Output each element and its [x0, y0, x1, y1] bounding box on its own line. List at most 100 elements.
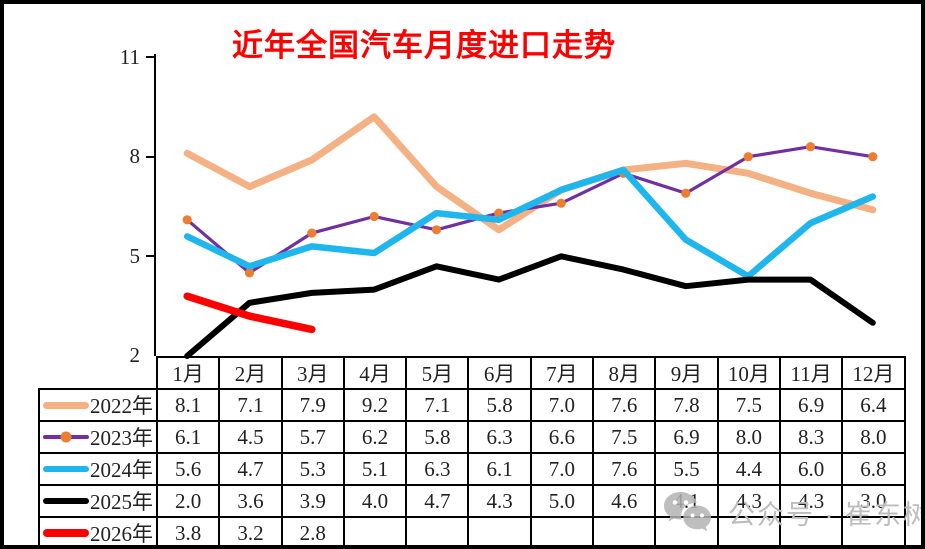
- series-marker-2023年: [681, 188, 691, 198]
- value-cell: 7.8: [654, 388, 719, 422]
- value-cell: 5.1: [342, 452, 408, 486]
- value-cell: 8.1: [155, 388, 221, 422]
- value-cell: 4.0: [342, 484, 408, 518]
- value-cell: 6.9: [654, 420, 719, 454]
- legend-cell: 2025年: [38, 484, 158, 518]
- value-cell: [592, 516, 657, 545]
- value-cell: 6.1: [155, 420, 221, 454]
- series-line-2026年: [183, 292, 316, 334]
- legend-swatch: [43, 465, 89, 473]
- value-cell: 4.5: [218, 420, 283, 454]
- value-cell: 7.0: [529, 388, 595, 422]
- value-cell: 5.0: [529, 484, 595, 518]
- value-cell: [778, 516, 844, 545]
- value-cell: 8.0: [841, 420, 906, 454]
- value-cell: 7.0: [529, 452, 595, 486]
- y-axis-label: 8: [129, 144, 141, 168]
- month-header-cell: 6月: [467, 356, 532, 390]
- series-marker-2023年: [369, 211, 379, 222]
- month-header-cell: 9月: [654, 356, 719, 390]
- value-cell: 5.8: [405, 420, 470, 454]
- series-marker-2023年: [556, 198, 566, 208]
- value-cell: 3.8: [155, 516, 221, 545]
- value-cell: 8.3: [778, 420, 844, 454]
- value-cell: 3.2: [218, 516, 283, 545]
- legend-cell: 2023年: [38, 420, 158, 454]
- value-cell: 4.7: [218, 452, 283, 486]
- series-label: 2025年: [90, 490, 153, 514]
- series-marker-2023年: [868, 152, 878, 162]
- y-axis-tick: [146, 255, 155, 257]
- value-cell: 4.3: [467, 484, 532, 518]
- series-line-2022年: [183, 113, 877, 234]
- value-cell: 8.0: [716, 420, 781, 454]
- value-cell: 5.8: [467, 388, 532, 422]
- value-cell: 7.6: [592, 452, 657, 486]
- y-axis-tick: [146, 56, 155, 58]
- table-row: 2026年 3.8 3.2 2.8: [38, 516, 906, 545]
- legend-cell-inner: 2024年: [41, 455, 155, 483]
- month-header-cell: 1月: [155, 356, 221, 390]
- series-label: 2024年: [90, 458, 153, 482]
- y-axis-line: [154, 54, 156, 356]
- value-cell: 6.9: [778, 388, 844, 422]
- value-cell: 6.4: [841, 388, 906, 422]
- legend-cell: 2024年: [38, 452, 158, 486]
- legend-swatch: [43, 498, 89, 504]
- series-line-2024年: [183, 166, 877, 280]
- chart-title: 近年全国汽车月度进口走势: [232, 28, 616, 63]
- month-header-cell: 5月: [405, 356, 470, 390]
- value-cell: 2.8: [280, 516, 345, 545]
- legend-swatch: [43, 431, 89, 443]
- series-line-2025年: [184, 253, 876, 359]
- value-cell: 5.7: [280, 420, 345, 454]
- value-cell: 7.1: [218, 388, 283, 422]
- month-header-cell: 3月: [280, 356, 345, 390]
- value-cell: [342, 516, 408, 545]
- value-cell: 6.6: [529, 420, 595, 454]
- month-header-cell: 12月: [841, 356, 906, 390]
- table-row: 2022年 8.1 7.1 7.9 9.2 7.1 5.8 7.0 7.6 7.8 7.5 6.9 6.…: [38, 388, 906, 422]
- value-cell: 4.6: [592, 484, 657, 518]
- value-cell: 9.2: [342, 388, 408, 422]
- value-cell: 7.9: [280, 388, 345, 422]
- y-axis-tick: [146, 156, 155, 158]
- value-cell: 4.3: [716, 484, 781, 518]
- value-cell: 4.3: [778, 484, 844, 518]
- legend-cell: 2022年: [38, 388, 158, 422]
- table-row: 2023年 6.1 4.5 5.7 6.2 5.8 6.3 6.6 7.5 6.9 8.0 8.3 8.…: [38, 420, 906, 454]
- y-axis-label: 11: [119, 45, 140, 69]
- value-cell: 2.0: [155, 484, 221, 518]
- data-table: 1月 2月 3月 4月 5月 6月 7月 8月 9月 10月 11月 12月 2022年 8.1 7.1 7.…: [38, 356, 906, 545]
- series-marker-2023年: [805, 142, 816, 152]
- y-axis-label: 5: [129, 244, 141, 268]
- value-cell: 5.6: [155, 452, 221, 486]
- value-cell: 3.9: [280, 484, 345, 518]
- legend-cell-inner: 2022年: [41, 391, 155, 419]
- series-marker-2023年: [307, 228, 317, 238]
- table-body: 1月 2月 3月 4月 5月 6月 7月 8月 9月 10月 11月 12月 2022年 8.1 7.1 7.…: [38, 356, 906, 545]
- value-cell: 3.0: [841, 484, 906, 518]
- value-cell: [467, 516, 532, 545]
- value-cell: 4.1: [654, 484, 719, 518]
- value-cell: 7.6: [592, 388, 657, 422]
- series-label: 2022年: [90, 394, 153, 418]
- value-cell: [654, 516, 719, 545]
- value-cell: 6.3: [467, 420, 532, 454]
- value-cell: [716, 516, 781, 545]
- series-marker-2023年: [743, 152, 753, 162]
- value-cell: 6.3: [405, 452, 470, 486]
- month-header-cell: 7月: [529, 356, 595, 390]
- value-cell: 4.4: [716, 452, 781, 486]
- legend-swatch: [43, 529, 89, 537]
- value-cell: [405, 516, 470, 545]
- month-header-cell: 8月: [592, 356, 657, 390]
- value-cell: 4.7: [405, 484, 470, 518]
- value-cell: 6.2: [342, 420, 408, 454]
- series-label: 2023年: [90, 426, 153, 450]
- value-cell: [841, 516, 906, 545]
- series-marker-2023年: [244, 268, 255, 278]
- legend-swatch: [43, 401, 89, 409]
- month-header-cell: 11月: [778, 356, 844, 390]
